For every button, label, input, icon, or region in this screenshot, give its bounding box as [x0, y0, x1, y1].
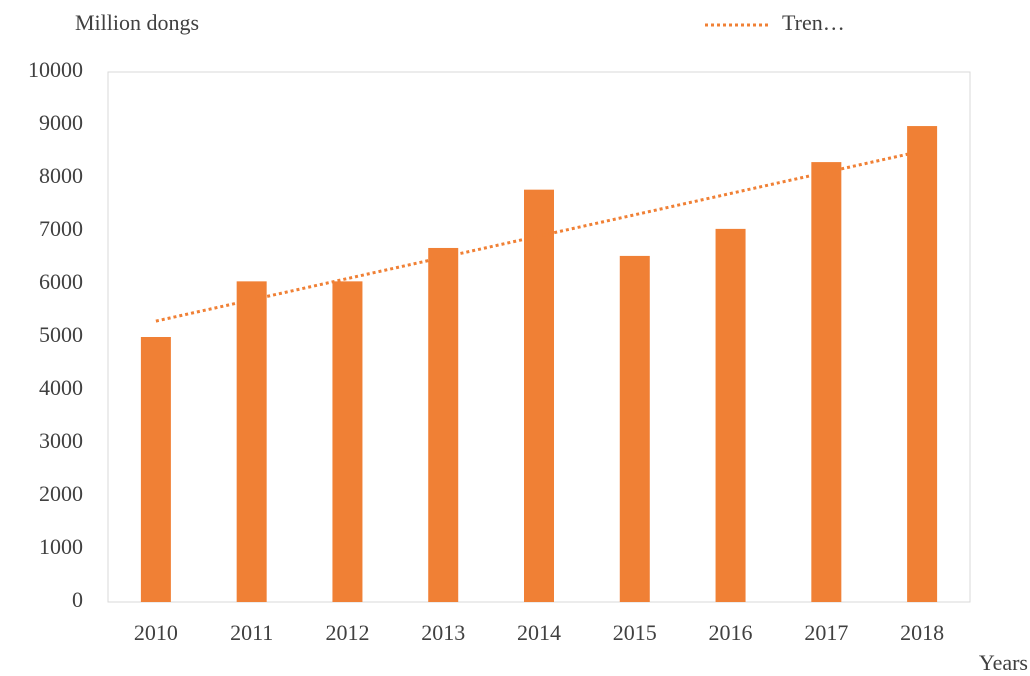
x-tick-label: 2012 — [325, 620, 369, 645]
x-tick-label: 2013 — [421, 620, 465, 645]
bar — [524, 189, 554, 602]
legend-label: Tren… — [782, 10, 845, 35]
y-tick-label: 4000 — [39, 375, 83, 400]
bar — [715, 228, 746, 602]
x-tick-label: 2010 — [134, 620, 178, 645]
x-tick-label: 2015 — [613, 620, 657, 645]
x-tick-label: 2016 — [709, 620, 753, 645]
y-tick-label: 9000 — [39, 110, 83, 135]
bar — [811, 162, 842, 602]
x-axis-label: Years — [979, 650, 1028, 675]
bar — [428, 247, 459, 602]
bar — [236, 281, 267, 602]
bar — [907, 126, 938, 602]
x-tick-label: 2014 — [517, 620, 561, 645]
y-tick-label: 7000 — [39, 216, 83, 241]
y-tick-label: 10000 — [28, 57, 83, 82]
bar — [619, 255, 650, 602]
trend-line — [155, 149, 923, 323]
y-tick-label: 8000 — [39, 163, 83, 188]
x-tick-label: 2017 — [804, 620, 848, 645]
y-tick-label: 5000 — [39, 322, 83, 347]
y-tick-label: 3000 — [39, 428, 83, 453]
y-tick-label: 1000 — [39, 534, 83, 559]
x-tick-label: 2011 — [230, 620, 273, 645]
bar — [332, 281, 363, 602]
x-tick-label: 2018 — [900, 620, 944, 645]
y-tick-label: 0 — [72, 587, 83, 612]
y-tick-label: 6000 — [39, 269, 83, 294]
y-tick-label: 2000 — [39, 481, 83, 506]
y-axis-label: Million dongs — [75, 10, 199, 35]
bar — [140, 337, 171, 602]
